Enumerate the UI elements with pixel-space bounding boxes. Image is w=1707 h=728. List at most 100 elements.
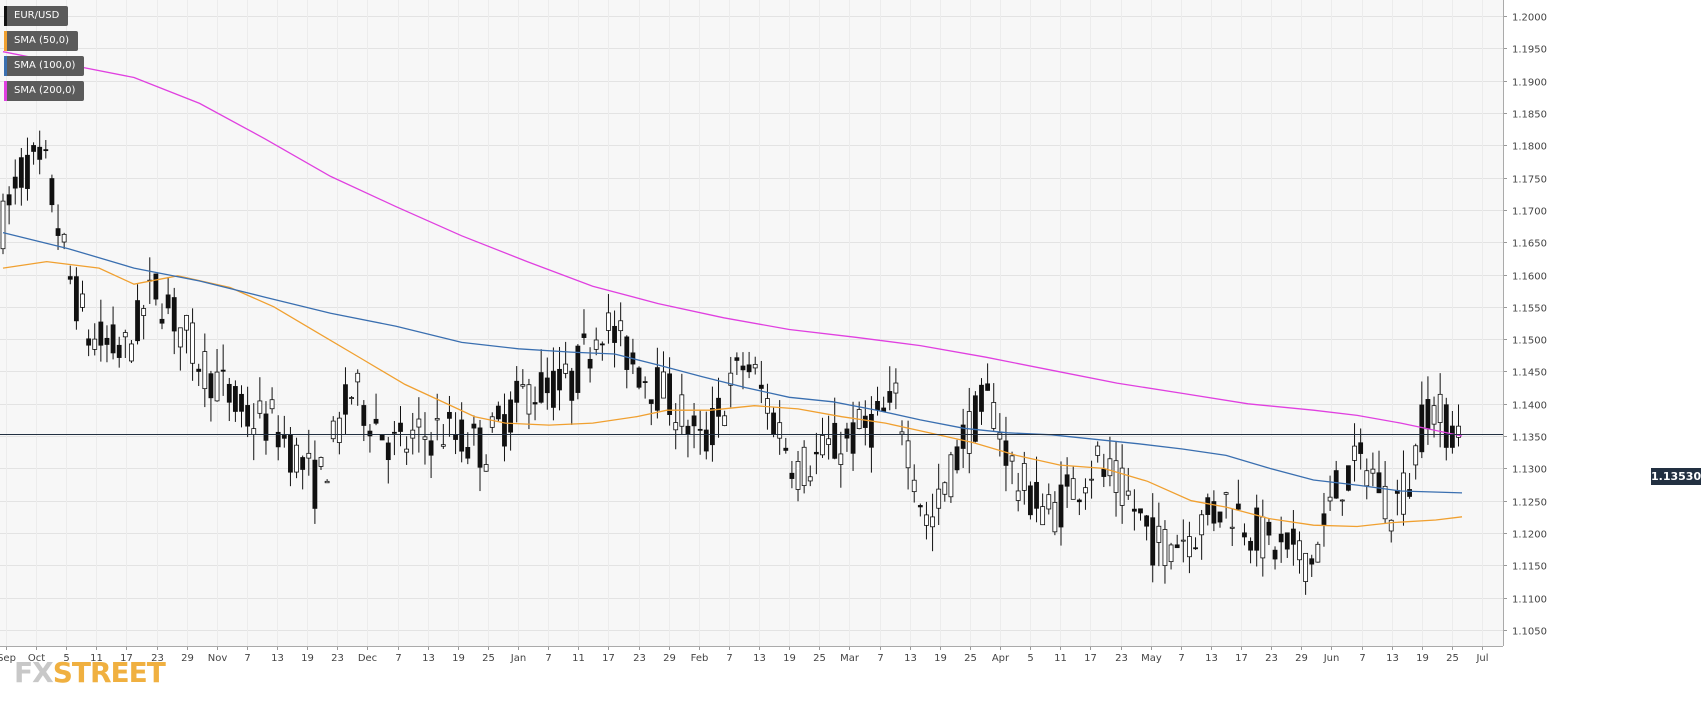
- candle-body: [367, 430, 373, 437]
- candle-body: [177, 327, 183, 348]
- candle-body: [697, 428, 703, 431]
- candle-body: [1370, 468, 1376, 474]
- candle-body: [43, 149, 49, 152]
- x-tick-label: 5: [63, 653, 69, 664]
- candle-body: [1235, 503, 1241, 510]
- x-tick-label: 17: [1084, 653, 1097, 664]
- candle-body: [159, 318, 165, 324]
- candle-body: [0, 200, 6, 250]
- candle-body: [1290, 528, 1296, 545]
- candle-body: [997, 432, 1003, 440]
- y-tick-label: 1.1700: [1512, 207, 1547, 218]
- candle-body: [826, 438, 832, 445]
- legend-item-sma100[interactable]: SMA (100,0): [4, 56, 85, 76]
- candle-body: [98, 321, 104, 346]
- candle-body: [324, 480, 330, 484]
- y-tick-label: 1.1650: [1512, 239, 1547, 250]
- candle-body: [263, 413, 269, 441]
- logo-street: STREET: [52, 656, 166, 689]
- candle-body: [905, 440, 911, 469]
- candle-body: [1162, 529, 1168, 567]
- candle-body: [685, 425, 691, 435]
- candle-body: [1174, 544, 1180, 549]
- candle-body: [1266, 521, 1272, 536]
- candle-body: [1119, 467, 1125, 506]
- candle-body: [1217, 511, 1223, 523]
- candle-body: [25, 154, 30, 189]
- candle-body: [618, 320, 624, 332]
- legend-swatch: [4, 56, 7, 76]
- candle-body: [73, 276, 79, 322]
- candle-body: [703, 429, 709, 452]
- candle-body: [1248, 540, 1253, 551]
- x-tick-label: Mar: [840, 653, 860, 664]
- candle-body: [575, 345, 581, 393]
- candle-body: [654, 367, 660, 411]
- x-tick-label: 19: [1416, 653, 1429, 664]
- candle-body: [728, 372, 734, 386]
- candle-body: [336, 417, 342, 443]
- candle-body: [1150, 517, 1156, 566]
- candle-body: [850, 422, 856, 454]
- x-tick-label: 25: [813, 653, 826, 664]
- candle-body: [1242, 532, 1247, 538]
- candle-body: [972, 395, 978, 442]
- candle-body: [502, 414, 507, 447]
- legend-item-sma200[interactable]: SMA (200,0): [4, 81, 85, 101]
- candle-body: [355, 372, 361, 383]
- candle-body: [930, 516, 935, 528]
- candle-body: [459, 419, 465, 452]
- candle-body: [1437, 393, 1443, 423]
- candle-body: [936, 488, 942, 509]
- candle-body: [887, 391, 893, 403]
- candle-body: [1138, 508, 1143, 514]
- candle-body: [734, 357, 740, 361]
- candle-body: [673, 422, 679, 431]
- candle-body: [899, 431, 905, 435]
- candle-body: [1046, 494, 1052, 510]
- candle-body: [777, 422, 783, 439]
- candle-body: [104, 337, 110, 345]
- candle-body: [642, 381, 648, 383]
- candle-body: [251, 428, 257, 435]
- candle-body: [1199, 514, 1205, 536]
- candle-body: [1113, 460, 1119, 493]
- candle-body: [6, 194, 12, 206]
- candle-body: [1058, 484, 1064, 528]
- candle-body: [1382, 485, 1388, 520]
- legend-item-eurusd[interactable]: EUR/USD: [4, 6, 69, 26]
- candle-body: [569, 370, 575, 401]
- candle-body: [606, 312, 611, 331]
- candle-body: [1009, 455, 1015, 462]
- candle-body: [294, 444, 299, 473]
- candle-body: [1156, 525, 1162, 543]
- candle-body: [948, 454, 954, 498]
- candle-body: [587, 358, 593, 369]
- y-tick-label: 1.1750: [1512, 175, 1547, 186]
- candle-body: [18, 157, 24, 188]
- candle-body: [1076, 499, 1082, 503]
- x-tick-label: 29: [663, 653, 676, 664]
- x-tick-label: 7: [1178, 653, 1184, 664]
- candle-body: [716, 397, 721, 417]
- candle-body: [416, 418, 422, 428]
- candle-body: [526, 384, 532, 415]
- x-tick-label: 17: [120, 653, 133, 664]
- x-tick-label: Jul: [1475, 653, 1488, 664]
- candle-body: [985, 383, 991, 391]
- candle-body: [807, 476, 813, 482]
- candle-body: [1089, 478, 1094, 481]
- candle-body: [477, 427, 483, 468]
- y-tick-label: 1.1450: [1512, 368, 1547, 379]
- candle-body: [190, 322, 195, 364]
- candle-body: [1327, 496, 1333, 502]
- legend-item-sma50[interactable]: SMA (50,0): [4, 31, 79, 51]
- y-tick-label: 1.1600: [1512, 272, 1547, 283]
- candle-body: [269, 399, 275, 410]
- y-tick-label: 1.1100: [1512, 595, 1547, 606]
- candle-body: [343, 384, 348, 415]
- candle-body: [306, 452, 312, 459]
- candle-body: [31, 145, 36, 152]
- candle-body: [116, 344, 122, 358]
